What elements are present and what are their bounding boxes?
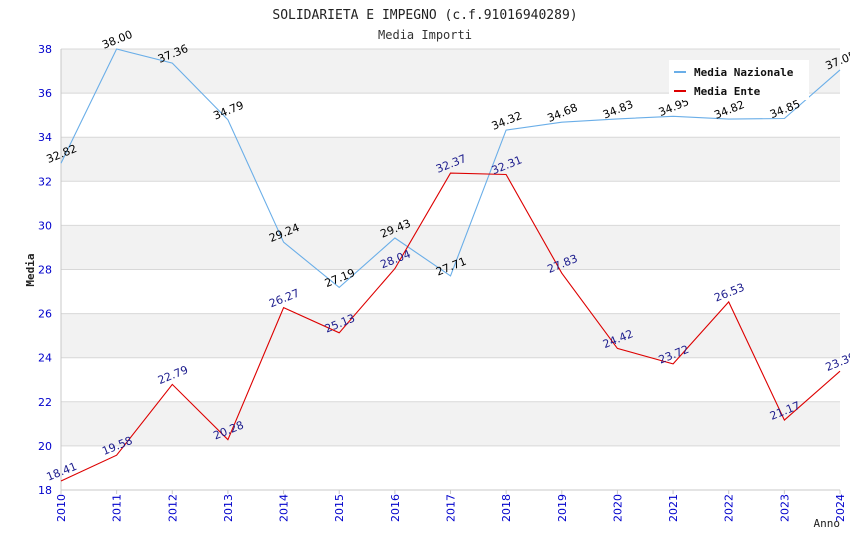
- x-tick-label: 2019: [556, 494, 569, 522]
- y-tick-label: 22: [38, 396, 52, 409]
- legend: Media Nazionale Media Ente: [669, 60, 809, 100]
- x-tick-label: 2017: [445, 494, 458, 522]
- y-tick-label: 30: [38, 219, 52, 232]
- x-tick-label: 2013: [222, 494, 235, 522]
- legend-label: Media Nazionale: [694, 66, 794, 79]
- x-tick-label: 2016: [389, 494, 402, 522]
- x-tick-label: 2023: [778, 494, 791, 522]
- x-axis-label: Anno: [814, 517, 841, 530]
- y-tick-label: 18: [38, 484, 52, 497]
- x-tick-label: 2024: [834, 494, 847, 522]
- grid-band: [61, 313, 840, 358]
- x-tick-label: 2018: [500, 494, 513, 522]
- x-tick-label: 2014: [278, 494, 291, 522]
- y-tick-label: 24: [38, 352, 52, 365]
- data-label: 38.00: [100, 28, 134, 52]
- y-tick-labels: 18 20 22 24 26 28 30 32 34 36 38: [38, 43, 52, 497]
- grid-band: [61, 225, 840, 270]
- y-tick-label: 34: [38, 131, 52, 144]
- y-tick-label: 20: [38, 440, 52, 453]
- series-line-media-nazionale: [60, 48, 841, 289]
- y-tick-label: 32: [38, 175, 52, 188]
- y-tick-label: 38: [38, 43, 52, 56]
- x-tick-label: 2010: [55, 494, 68, 522]
- chart-subtitle: Media Importi: [378, 28, 472, 42]
- grid-band: [61, 401, 840, 446]
- y-tick-label: 36: [38, 87, 52, 100]
- x-tick-label: 2020: [611, 494, 624, 522]
- series-line-media-ente: [60, 172, 841, 482]
- chart-title: SOLIDARIETA E IMPEGNO (c.f.91016940289): [272, 8, 577, 23]
- series-lines: [60, 48, 841, 482]
- x-tick-labels: 2010 2011 2012 2013 2014 2015 2016 2017 2018 2019…: [55, 490, 847, 522]
- x-tick-label: 2015: [333, 494, 346, 522]
- y-tick-label: 28: [38, 264, 52, 277]
- x-tick-label: 2011: [111, 494, 124, 522]
- legend-box: [669, 60, 809, 100]
- x-tick-label: 2022: [723, 494, 736, 522]
- y-tick-label: 26: [38, 308, 52, 321]
- x-tick-label: 2012: [166, 494, 179, 522]
- x-tick-label: 2021: [667, 494, 680, 522]
- legend-label: Media Ente: [694, 85, 761, 98]
- y-axis-label: Media: [24, 253, 37, 286]
